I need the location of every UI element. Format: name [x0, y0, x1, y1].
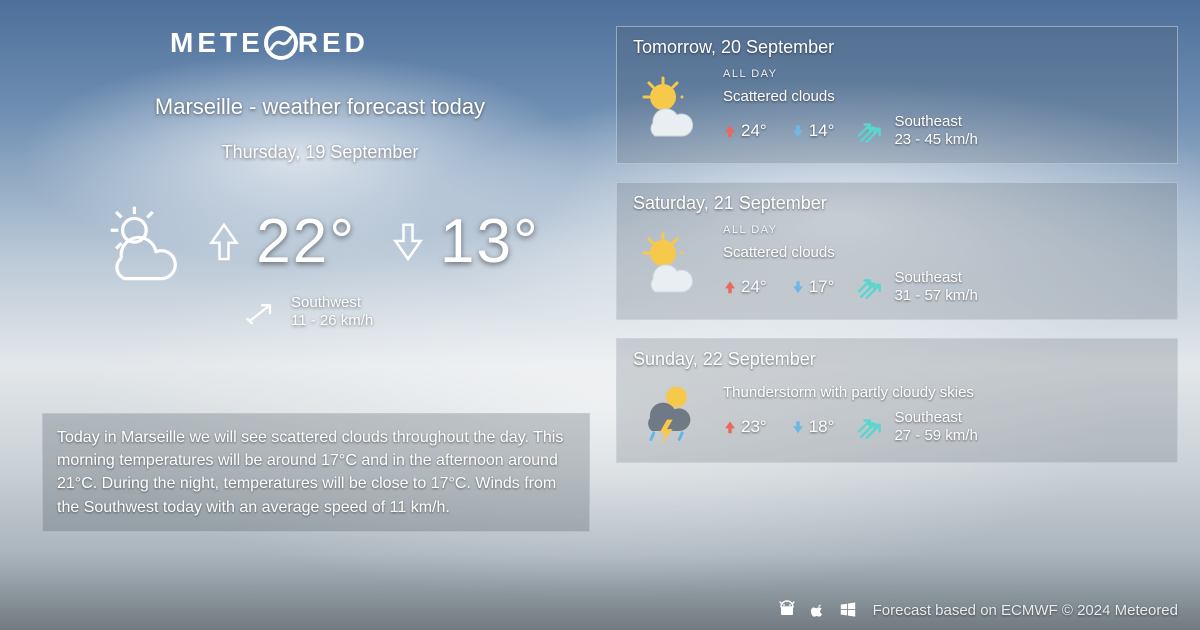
wind-multi-icon	[858, 274, 884, 300]
forecast-lo: 18°	[809, 417, 835, 437]
wind-multi-icon	[858, 414, 884, 440]
footer-text: Forecast based on ECMWF © 2024 Meteored	[873, 602, 1178, 619]
arrow-down-icon	[791, 278, 805, 296]
forecast-cards: Tomorrow, 20 September ALL DAY Scattered…	[616, 26, 1178, 463]
allday-label: ALL DAY	[723, 68, 1161, 80]
forecast-hi: 23°	[741, 417, 767, 437]
today-lo: 13°	[440, 206, 540, 277]
arrow-up-icon	[723, 278, 737, 296]
forecast-card[interactable]: Sunday, 22 September Thunderstorm with p…	[616, 338, 1178, 463]
today-date: Thursday, 19 September	[50, 142, 590, 163]
condition-text: Thunderstorm with partly cloudy skies	[723, 384, 1161, 401]
wind-arrow-icon	[245, 298, 279, 326]
forecast-wind-dir: Southeast	[894, 113, 977, 131]
forecast-wind-speed: 27 - 59 km/h	[894, 427, 977, 445]
brand-pre: METE	[170, 27, 264, 59]
forecast-date: Sunday, 22 September	[633, 349, 1161, 370]
today-wind-speed: 11 - 26 km/h	[291, 312, 373, 330]
forecast-wind-speed: 31 - 57 km/h	[894, 287, 977, 305]
forecast-wind-dir: Southeast	[894, 269, 977, 287]
storm-icon	[633, 380, 701, 448]
today-temps: 22° 13°	[50, 198, 590, 284]
forecast-lo: 17°	[809, 277, 835, 297]
today-wind: Southwest 11 - 26 km/h	[245, 294, 373, 330]
page-title: Marseille - weather forecast today	[50, 94, 590, 120]
brand-mark-icon	[264, 26, 298, 60]
today-hi: 22°	[256, 206, 356, 277]
forecast-date: Tomorrow, 20 September	[633, 37, 1161, 58]
arrow-up-icon	[206, 216, 242, 266]
sun-cloud-icon	[633, 75, 701, 143]
forecast-hi: 24°	[741, 277, 767, 297]
arrow-up-icon	[723, 122, 737, 140]
forecast-date: Saturday, 21 September	[633, 193, 1161, 214]
footer: Forecast based on ECMWF © 2024 Meteored	[777, 600, 1178, 620]
android-icon[interactable]	[777, 600, 797, 620]
today-wind-dir: Southwest	[291, 294, 373, 312]
apple-icon[interactable]	[809, 600, 827, 620]
brand-logo: METE RED	[170, 26, 369, 60]
brand-post: RED	[298, 27, 369, 59]
wind-multi-icon	[858, 118, 884, 144]
arrow-down-icon	[390, 216, 426, 266]
forecast-lo: 14°	[809, 121, 835, 141]
forecast-card[interactable]: Tomorrow, 20 September ALL DAY Scattered…	[616, 26, 1178, 164]
forecast-hi: 24°	[741, 121, 767, 141]
forecast-card[interactable]: Saturday, 21 September ALL DAY Scattered…	[616, 182, 1178, 320]
arrow-down-icon	[791, 418, 805, 436]
sun-cloud-icon	[633, 231, 701, 299]
condition-text: Scattered clouds	[723, 88, 1161, 105]
windows-icon[interactable]	[839, 601, 857, 619]
allday-label: ALL DAY	[723, 224, 1161, 236]
arrow-up-icon	[723, 418, 737, 436]
forecast-wind-dir: Southeast	[894, 409, 977, 427]
forecast-wind-speed: 23 - 45 km/h	[894, 131, 977, 149]
forecast-narrative: Today in Marseille we will see scattered…	[42, 413, 590, 532]
arrow-down-icon	[791, 122, 805, 140]
sun-cloud-outline-icon	[100, 198, 186, 284]
condition-text: Scattered clouds	[723, 244, 1161, 261]
